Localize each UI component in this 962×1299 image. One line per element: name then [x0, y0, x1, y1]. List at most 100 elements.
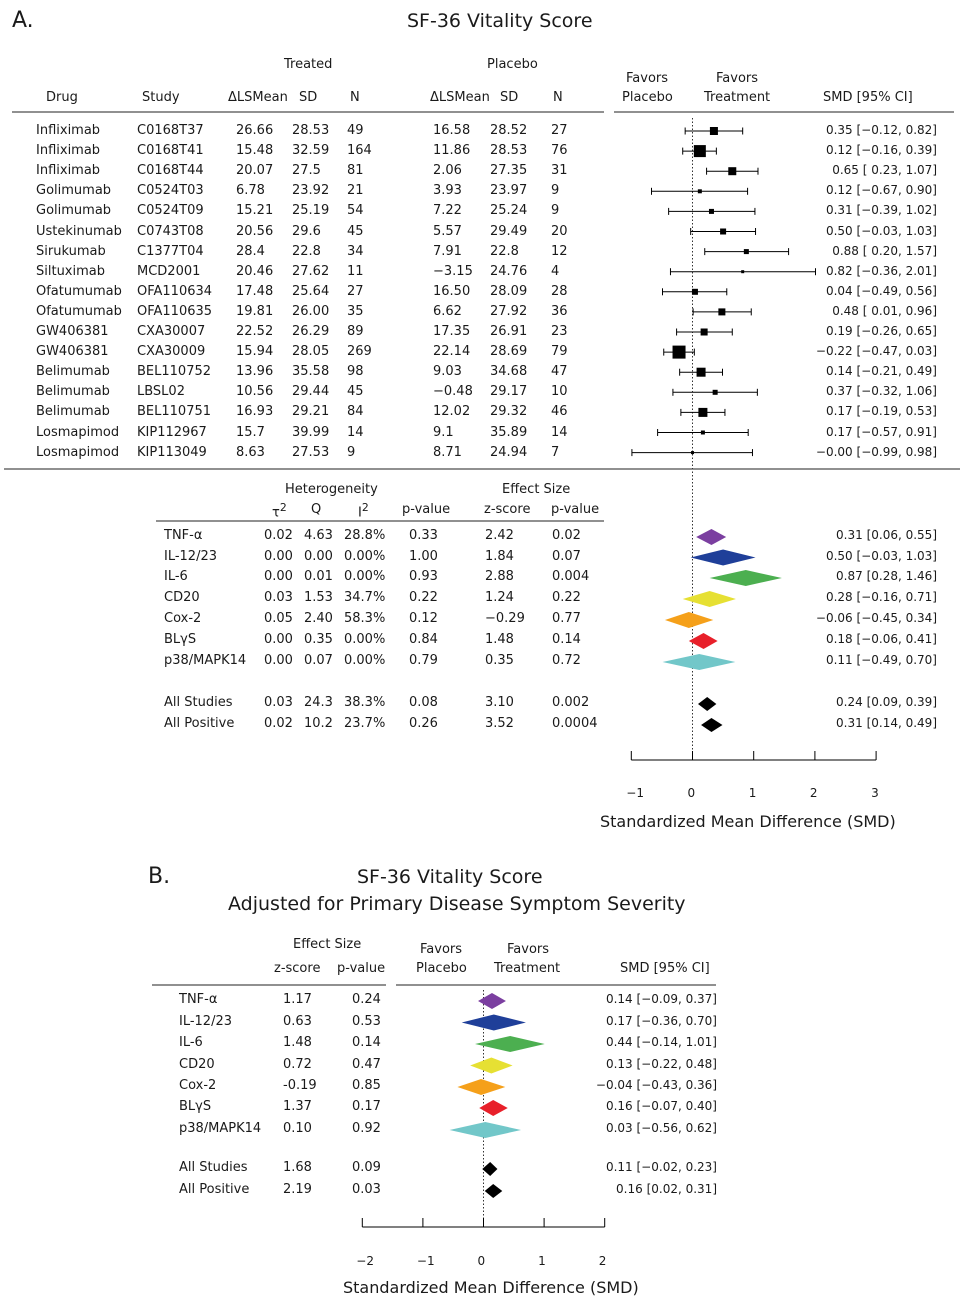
study-point-square — [712, 389, 718, 395]
i2-value: 38.3% — [344, 695, 386, 710]
es-pvalue-value: 0.07 — [552, 548, 581, 564]
col-tau2-header: τ2 — [272, 501, 287, 521]
placebo-n-value: 14 — [551, 424, 568, 440]
study-point-square — [672, 345, 686, 359]
col-placebo-n-header: N — [553, 90, 563, 105]
zscore-value: −0.29 — [485, 611, 525, 626]
treated-lsmean-value: 26.66 — [236, 123, 274, 138]
panel-b-effect-size-header: Effect Size — [293, 937, 362, 952]
panel-b-pvalue-value: 0.85 — [352, 1078, 381, 1093]
treated-sd-value: 23.92 — [292, 183, 330, 199]
panel-b-zscore-value: 2.19 — [283, 1182, 312, 1197]
placebo-lsmean-value: 8.71 — [433, 444, 462, 460]
study-id-label: OFA110635 — [137, 303, 213, 319]
study-drug-label: Infliximab — [36, 143, 101, 159]
panel-b-smd-ci-label: 0.13 [−0.22, 0.48] — [605, 1056, 717, 1071]
zscore-value: 2.42 — [485, 528, 514, 543]
subgroup-smd-ci-label: −0.06 [−0.45, 0.34] — [815, 611, 937, 625]
subgroup-smd-ci-label: 0.11 [−0.49, 0.70] — [825, 653, 937, 667]
es-pvalue-value: 0.002 — [552, 695, 590, 710]
tau2-value: 0.03 — [264, 695, 293, 710]
treated-sd-value: 32.59 — [292, 143, 330, 159]
q-value: 10.2 — [304, 716, 333, 731]
panel-b-favors-placebo-line1: Favors — [420, 942, 463, 957]
placebo-lsmean-value: 7.91 — [433, 243, 462, 259]
treated-n-value: 9 — [347, 444, 356, 460]
placebo-sd-value: 29.49 — [490, 223, 528, 239]
treated-n-value: 27 — [347, 283, 364, 299]
treated-lsmean-value: 28.4 — [236, 243, 265, 259]
subgroup-smd-ci-label: 0.31 [0.14, 0.49] — [836, 716, 937, 730]
placebo-n-value: 27 — [551, 123, 568, 138]
treated-lsmean-value: 19.81 — [236, 303, 274, 319]
study-drug-label: Siltuximab — [36, 263, 105, 279]
het-pvalue-value: 0.33 — [409, 528, 438, 543]
q-value: 4.63 — [304, 528, 333, 543]
panel-b-favors-treatment-line2: Treatment — [494, 961, 561, 976]
treated-sd-value: 22.8 — [292, 243, 321, 259]
q-value: 0.01 — [304, 569, 333, 584]
study-point-square — [743, 249, 749, 255]
subgroup-smd-ci-label: 0.87 [0.28, 1.46] — [836, 569, 937, 583]
study-id-label: C0168T44 — [137, 163, 204, 179]
q-value: 24.3 — [304, 695, 333, 710]
tau2-value: 0.00 — [264, 653, 293, 668]
placebo-n-value: 31 — [551, 163, 568, 179]
treated-sd-value: 39.99 — [292, 424, 330, 440]
placebo-n-value: 10 — [551, 384, 568, 400]
treated-n-value: 54 — [347, 203, 364, 219]
panel-b-smd-ci-label: 0.16 [0.02, 0.31] — [616, 1182, 717, 1196]
subgroup-smd-ci-label: 0.28 [−0.16, 0.71] — [825, 590, 937, 604]
treated-sd-value: 25.19 — [292, 203, 330, 219]
subgroup-diamond — [701, 718, 723, 732]
q-value: 1.53 — [304, 590, 333, 605]
treated-n-value: 45 — [347, 223, 364, 239]
placebo-n-value: 9 — [551, 183, 560, 199]
panel-b-subgroup-diamond — [470, 1057, 513, 1074]
placebo-n-value: 28 — [551, 283, 568, 299]
i2-value: 0.00% — [344, 632, 386, 647]
treated-sd-value: 27.5 — [292, 163, 321, 179]
panel-b-pvalue-value: 0.92 — [352, 1121, 381, 1136]
panel-a-label: A. — [12, 8, 34, 33]
treated-sd-value: 27.53 — [292, 444, 330, 460]
favors-placebo-line1: Favors — [626, 71, 669, 86]
study-drug-label: GW406381 — [36, 344, 109, 360]
placebo-n-value: 7 — [551, 444, 560, 460]
panel-b-subgroup-diamond — [457, 1079, 506, 1095]
treated-sd-value: 27.62 — [292, 263, 330, 279]
es-pvalue-value: 0.0004 — [552, 716, 598, 731]
q-value: 0.35 — [304, 632, 333, 647]
treated-n-value: 164 — [347, 143, 372, 159]
tau2-value: 0.00 — [264, 548, 293, 564]
panel-b-subgroup-label: All Studies — [179, 1160, 248, 1175]
heterogeneity-header: Heterogeneity — [285, 482, 378, 497]
placebo-lsmean-value: 22.14 — [433, 344, 471, 360]
placebo-n-value: 4 — [551, 263, 560, 279]
panel-b-pvalue-value: 0.47 — [352, 1056, 381, 1072]
panel-b-pvalue-value: 0.17 — [352, 1099, 381, 1114]
study-smd-ci-label: 0.35 [−0.12, 0.82] — [825, 123, 937, 137]
placebo-sd-value: 28.09 — [490, 283, 528, 299]
panel-b-col-pvalue-header: p-value — [337, 961, 386, 976]
treated-lsmean-value: 13.96 — [236, 364, 274, 380]
panel-b-pvalue-value: 0.24 — [352, 992, 381, 1007]
treated-sd-value: 35.58 — [292, 364, 330, 380]
es-pvalue-value: 0.02 — [552, 528, 581, 543]
study-id-label: C0524T03 — [137, 183, 204, 199]
subgroup-diamond — [682, 591, 736, 607]
panel-b-subgroup-diamond — [449, 1122, 522, 1138]
subgroup-label: IL-6 — [164, 569, 188, 584]
col-study-header: Study — [142, 90, 180, 105]
het-pvalue-value: 0.26 — [409, 716, 438, 731]
placebo-n-value: 23 — [551, 324, 568, 339]
placebo-lsmean-value: 16.50 — [433, 283, 471, 299]
subgroup-label: p38/MAPK14 — [164, 653, 247, 668]
placebo-n-value: 36 — [551, 303, 568, 319]
panel-b-subgroup-label: Cox-2 — [179, 1078, 217, 1093]
placebo-lsmean-value: 2.06 — [433, 163, 462, 179]
placebo-lsmean-value: 5.57 — [433, 223, 462, 239]
